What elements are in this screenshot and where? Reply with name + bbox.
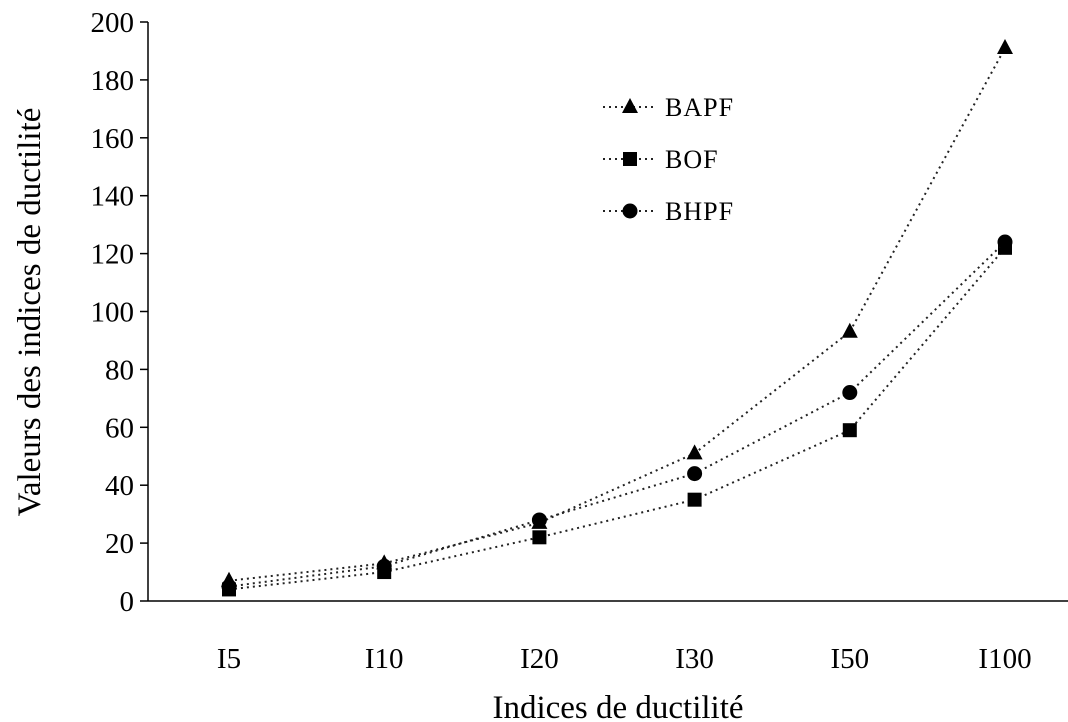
y-tick-label: 180 [91,65,135,97]
x-tick-label: I10 [365,643,404,675]
y-tick-label: 0 [120,586,135,618]
series-bapf [221,39,1013,587]
y-ticks: 0 20 40 60 80 100 120 140 160 180 200 [91,7,148,618]
series-bof [222,240,1012,597]
legend-label: BHPF [665,197,734,226]
series-line-bof [228,247,1006,591]
x-tick-label: I100 [978,643,1031,675]
data-point-bhpf [842,385,858,401]
series-layer [221,39,1013,597]
data-point-bhpf [687,466,703,482]
y-tick-label: 120 [91,239,135,271]
y-tick-label: 140 [91,181,135,213]
y-tick-label: 60 [105,412,134,444]
y-tick-label: 80 [105,354,134,386]
data-point-bof [842,423,857,438]
y-tick-label: 40 [105,470,134,502]
y-tick-label: 160 [91,123,135,155]
y-tick-label: 200 [91,7,135,39]
data-point-bof [532,530,547,545]
legend-item-bhpf: BHPF [603,197,734,226]
data-point-bof [687,492,702,507]
x-tick-label: I50 [830,643,869,675]
x-tick-label: I30 [675,643,714,675]
y-tick-label: 100 [91,297,135,329]
legend-label: BOF [665,145,719,174]
x-tick-label: I20 [520,643,559,675]
series-line-bapf [228,47,1006,582]
data-point-bhpf [221,579,237,595]
data-point-bhpf [376,558,392,574]
series-bhpf [221,234,1013,595]
chart-axes [147,22,1068,602]
x-axis-title: Indices de ductilité [492,690,743,722]
legend-marker [622,98,638,113]
x-tick-label: I5 [217,643,241,675]
legend-item-bapf: BAPF [603,93,734,122]
data-point-bhpf [531,512,547,528]
series-line-bhpf [228,241,1006,588]
data-point-bhpf [997,234,1013,250]
legend-marker [623,152,637,166]
y-axis-title: Valeurs des indices de ductilité [12,108,48,517]
legend-marker [622,203,638,219]
x-ticks: I5 I10 I20 I30 I50 I100 [217,643,1032,675]
legend-label: BAPF [665,93,734,122]
y-tick-label: 20 [105,528,134,560]
legend: BAPF BOF BHPF [603,93,734,226]
data-point-bapf [841,322,858,338]
data-point-bapf [997,39,1013,55]
data-point-bapf [686,444,703,460]
legend-item-bof: BOF [603,145,719,174]
